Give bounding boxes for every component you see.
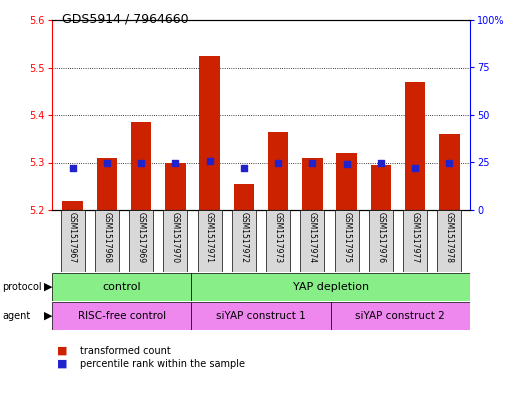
Point [411,165,419,171]
Bar [163,210,187,272]
Text: percentile rank within the sample: percentile rank within the sample [80,359,245,369]
Bar [191,302,331,330]
Bar [200,56,220,210]
Bar [198,210,222,272]
Text: ▶: ▶ [44,311,52,321]
Text: GSM1517972: GSM1517972 [240,212,248,263]
Text: ■: ■ [57,359,68,369]
Point [103,159,111,165]
Text: ■: ■ [57,346,68,356]
Text: GSM1517967: GSM1517967 [68,212,77,263]
Point [171,159,180,165]
Text: RISC-free control: RISC-free control [77,311,166,321]
Point [377,159,385,165]
Point [445,159,453,165]
Bar [165,162,186,210]
Bar [403,210,427,272]
Text: control: control [103,282,141,292]
Bar [61,210,85,272]
Bar [439,134,460,210]
Bar [232,210,256,272]
Text: GSM1517968: GSM1517968 [102,212,111,263]
Point [137,159,145,165]
Bar [266,210,290,272]
Text: GSM1517970: GSM1517970 [171,212,180,263]
Bar [370,165,391,210]
Text: YAP depletion: YAP depletion [292,282,369,292]
Bar [405,82,425,210]
Text: ▶: ▶ [44,282,52,292]
Text: protocol: protocol [3,282,42,292]
Point [68,165,76,171]
Bar [129,210,153,272]
Text: GSM1517969: GSM1517969 [136,212,146,263]
Bar [337,153,357,210]
Text: GDS5914 / 7964660: GDS5914 / 7964660 [62,12,189,25]
Bar [52,302,191,330]
Text: GSM1517973: GSM1517973 [273,212,283,263]
Bar [369,210,393,272]
Text: GSM1517978: GSM1517978 [445,212,454,263]
Bar [438,210,461,272]
Point [240,165,248,171]
Point [343,161,351,167]
Bar [302,158,323,210]
Bar [96,158,117,210]
Bar [331,302,470,330]
Bar [268,132,288,210]
Text: siYAP construct 2: siYAP construct 2 [356,311,445,321]
Bar [233,184,254,210]
Bar [62,200,83,210]
Text: siYAP construct 1: siYAP construct 1 [216,311,306,321]
Point [274,159,282,165]
Point [206,158,214,164]
Text: GSM1517975: GSM1517975 [342,212,351,263]
Bar [301,210,324,272]
Text: transformed count: transformed count [80,346,171,356]
Point [308,159,317,165]
Text: GSM1517974: GSM1517974 [308,212,317,263]
Text: agent: agent [3,311,31,321]
Bar [191,273,470,301]
Text: GSM1517977: GSM1517977 [411,212,420,263]
Bar [95,210,119,272]
Bar [131,122,151,210]
Bar [334,210,359,272]
Text: GSM1517971: GSM1517971 [205,212,214,263]
Bar [52,273,191,301]
Text: GSM1517976: GSM1517976 [377,212,385,263]
